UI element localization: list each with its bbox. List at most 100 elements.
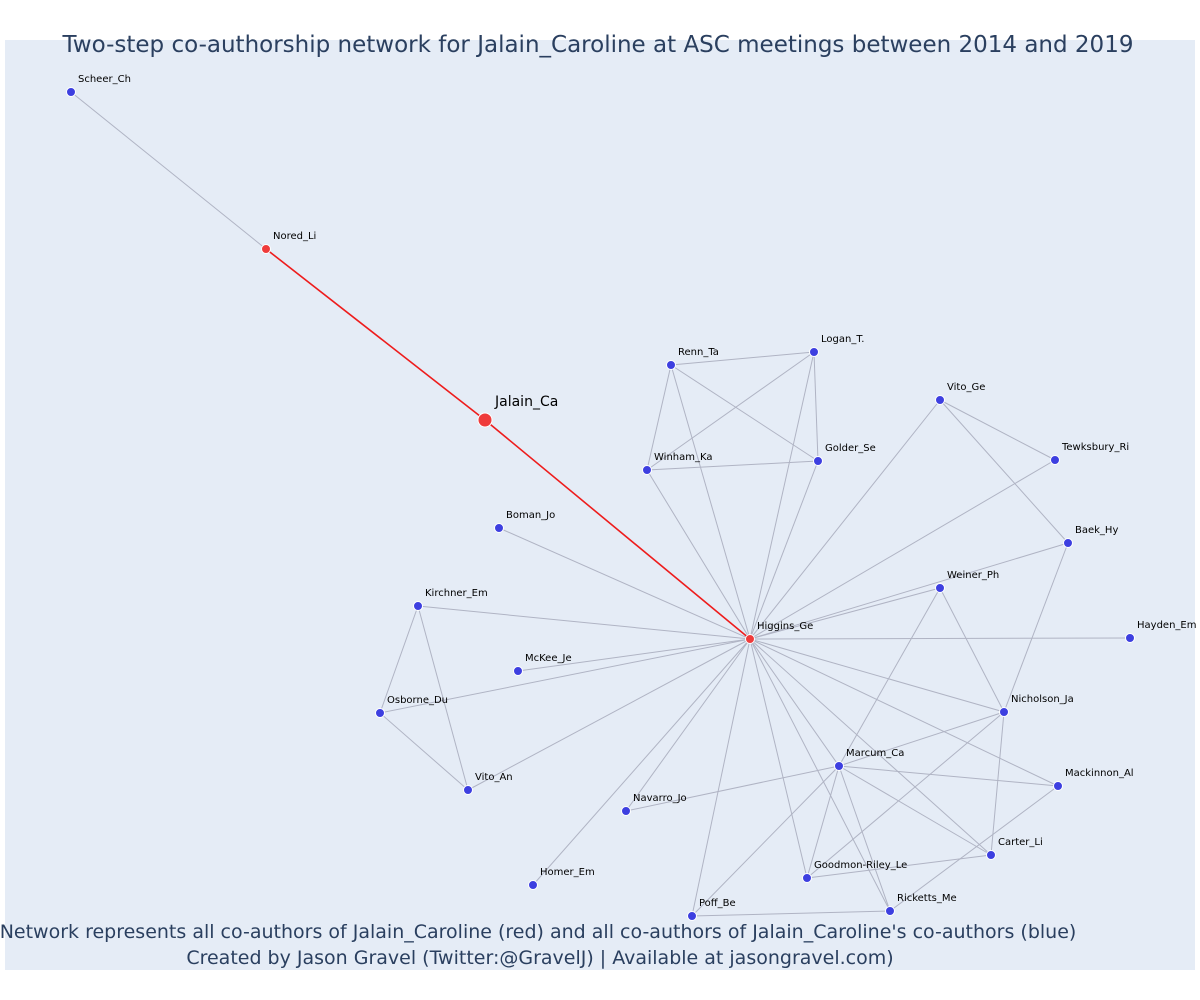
node-label-Weiner_Ph: Weiner_Ph xyxy=(947,570,999,581)
edge-Nicholson_Ja-Marcum_Ca xyxy=(838,711,1005,767)
edge-Higgins_Ge-Boman_Jo xyxy=(498,527,751,640)
node-label-Higgins_Ge: Higgins_Ge xyxy=(757,621,813,632)
edge-Weiner_Ph-Nicholson_Ja xyxy=(939,587,1005,713)
node-Golder_Se[interactable] xyxy=(813,456,823,466)
node-label-Vito_Ge: Vito_Ge xyxy=(947,382,985,393)
edge-Marcum_Ca-Navarro_Jo xyxy=(625,765,840,812)
node-Nicholson_Ja[interactable] xyxy=(999,707,1009,717)
node-label-McKee_Je: McKee_Je xyxy=(525,653,572,664)
edge-Renn_Ta-Golder_Se xyxy=(670,364,819,462)
edge-Nicholson_Ja-Carter_Li xyxy=(990,711,1005,856)
edge-Higgins_Ge-Weiner_Ph xyxy=(749,587,941,640)
node-label-Nored_Li: Nored_Li xyxy=(273,231,316,242)
edge-Higgins_Ge-Poff_Be xyxy=(691,638,751,917)
node-McKee_Je[interactable] xyxy=(513,666,523,676)
edge-Baek_Hy-Nicholson_Ja xyxy=(1003,542,1069,713)
node-label-Kirchner_Em: Kirchner_Em xyxy=(425,588,488,599)
node-Tewksbury_Ri[interactable] xyxy=(1050,455,1060,465)
node-Winham_Ka[interactable] xyxy=(642,465,652,475)
node-Goodmon_Riley_Le[interactable] xyxy=(802,873,812,883)
edge-Renn_Ta-Winham_Ka xyxy=(646,364,672,471)
node-Hayden_Em[interactable] xyxy=(1125,633,1135,643)
node-label-Goodmon_Riley_Le: Goodmon-Riley_Le xyxy=(814,860,907,871)
edge-Logan_T-Golder_Se xyxy=(813,351,819,462)
edge-Higgins_Ge-Mackinnon_Al xyxy=(749,638,1059,787)
node-label-Carter_Li: Carter_Li xyxy=(998,837,1043,848)
edge-Higgins_Ge-McKee_Je xyxy=(517,638,751,672)
node-Scheer_Ch[interactable] xyxy=(66,87,76,97)
edge-Higgins_Ge-Marcum_Ca xyxy=(749,638,840,767)
edge-Carter_Li-Goodmon_Riley_Le xyxy=(806,854,992,879)
plot-background xyxy=(5,40,1195,970)
edge-Higgins_Ge-Vito_An xyxy=(467,638,751,791)
caption-line-2: Created by Jason Gravel (Twitter:@Gravel… xyxy=(186,947,893,969)
edge-Jalain_Ca-Nored_Li xyxy=(265,248,486,421)
edge-Nored_Li-Scheer_Ch xyxy=(70,91,267,250)
labels-layer: Jalain_Ca Nored_Li Higgins_Ge Scheer_Ch Renn… xyxy=(78,74,1196,909)
node-Ricketts_Me[interactable] xyxy=(885,906,895,916)
edge-Higgins_Ge-Nicholson_Ja xyxy=(749,638,1005,713)
edge-Higgins_Ge-Homer_Em xyxy=(532,638,751,886)
node-label-Golder_Se: Golder_Se xyxy=(825,443,876,454)
node-Baek_Hy[interactable] xyxy=(1063,538,1073,548)
edge-Higgins_Ge-Hayden_Em xyxy=(749,637,1131,640)
edge-Marcum_Ca-Poff_Be xyxy=(691,765,840,917)
edge-Higgins_Ge-Osborne_Du xyxy=(379,638,751,714)
node-Mackinnon_Al[interactable] xyxy=(1053,781,1063,791)
node-label-Renn_Ta: Renn_Ta xyxy=(678,347,719,358)
node-Marcum_Ca[interactable] xyxy=(834,761,844,771)
edge-Marcum_Ca-Ricketts_Me xyxy=(838,765,891,912)
edge-Higgins_Ge-Kirchner_Em xyxy=(417,605,751,640)
edge-Higgins_Ge-Baek_Hy xyxy=(749,542,1069,640)
edge-Logan_T-Winham_Ka xyxy=(646,351,815,471)
edge-Kirchner_Em-Osborne_Du xyxy=(379,605,419,714)
node-label-Hayden_Em: Hayden_Em xyxy=(1137,620,1196,631)
node-label-Poff_Be: Poff_Be xyxy=(699,898,736,909)
caption-line-1: Network represents all co-authors of Jal… xyxy=(0,921,1076,943)
node-Vito_An[interactable] xyxy=(463,785,473,795)
node-Poff_Be[interactable] xyxy=(687,911,697,921)
node-label-Ricketts_Me: Ricketts_Me xyxy=(897,893,957,904)
node-label-Logan_T: Logan_T. xyxy=(821,334,864,345)
node-label-Scheer_Ch: Scheer_Ch xyxy=(78,74,131,85)
edge-Osborne_Du-Vito_An xyxy=(379,712,469,791)
node-Nored_Li[interactable] xyxy=(261,244,271,254)
node-Homer_Em[interactable] xyxy=(528,880,538,890)
edge-Poff_Be-Ricketts_Me xyxy=(691,910,891,917)
node-Higgins_Ge[interactable] xyxy=(745,634,755,644)
edges-layer xyxy=(70,91,1131,917)
node-Vito_Ge[interactable] xyxy=(935,395,945,405)
edge-Nicholson_Ja-Goodmon_Riley_Le xyxy=(806,711,1005,879)
edge-Marcum_Ca-Goodmon_Riley_Le xyxy=(806,765,840,879)
edge-Higgins_Ge-Winham_Ka xyxy=(646,469,751,640)
node-Logan_T[interactable] xyxy=(809,347,819,357)
edge-Higgins_Ge-Goodmon_Riley_Le xyxy=(749,638,808,879)
edge-Marcum_Ca-Mackinnon_Al xyxy=(838,765,1059,787)
edge-Jalain_Ca-Higgins_Ge xyxy=(484,419,751,640)
node-Kirchner_Em[interactable] xyxy=(413,601,423,611)
node-Carter_Li[interactable] xyxy=(986,850,996,860)
node-Osborne_Du[interactable] xyxy=(375,708,385,718)
nodes-layer xyxy=(66,87,1135,921)
edge-Higgins_Ge-Carter_Li xyxy=(749,638,992,856)
node-label-Nicholson_Ja: Nicholson_Ja xyxy=(1011,694,1074,705)
edge-Vito_Ge-Tewksbury_Ri xyxy=(939,399,1056,461)
edge-Renn_Ta-Logan_T xyxy=(670,351,815,366)
node-label-Winham_Ka: Winham_Ka xyxy=(654,452,713,463)
edge-Higgins_Ge-Renn_Ta xyxy=(670,364,751,640)
node-label-Vito_An: Vito_An xyxy=(475,772,513,783)
edge-Higgins_Ge-Vito_Ge xyxy=(749,399,941,640)
node-Jalain_Ca[interactable] xyxy=(477,412,493,428)
node-Boman_Jo[interactable] xyxy=(494,523,504,533)
edge-Marcum_Ca-Carter_Li xyxy=(838,765,992,856)
edge-Kirchner_Em-Vito_An xyxy=(417,605,469,791)
node-Renn_Ta[interactable] xyxy=(666,360,676,370)
figure-title: Two-step co-authorship network for Jalai… xyxy=(62,32,1134,58)
edge-Higgins_Ge-Navarro_Jo xyxy=(625,638,751,812)
node-label-Boman_Jo: Boman_Jo xyxy=(506,510,555,521)
node-label-Navarro_Jo: Navarro_Jo xyxy=(633,793,687,804)
node-Navarro_Jo[interactable] xyxy=(621,806,631,816)
node-Weiner_Ph[interactable] xyxy=(935,583,945,593)
node-label-Osborne_Du: Osborne_Du xyxy=(387,695,448,706)
